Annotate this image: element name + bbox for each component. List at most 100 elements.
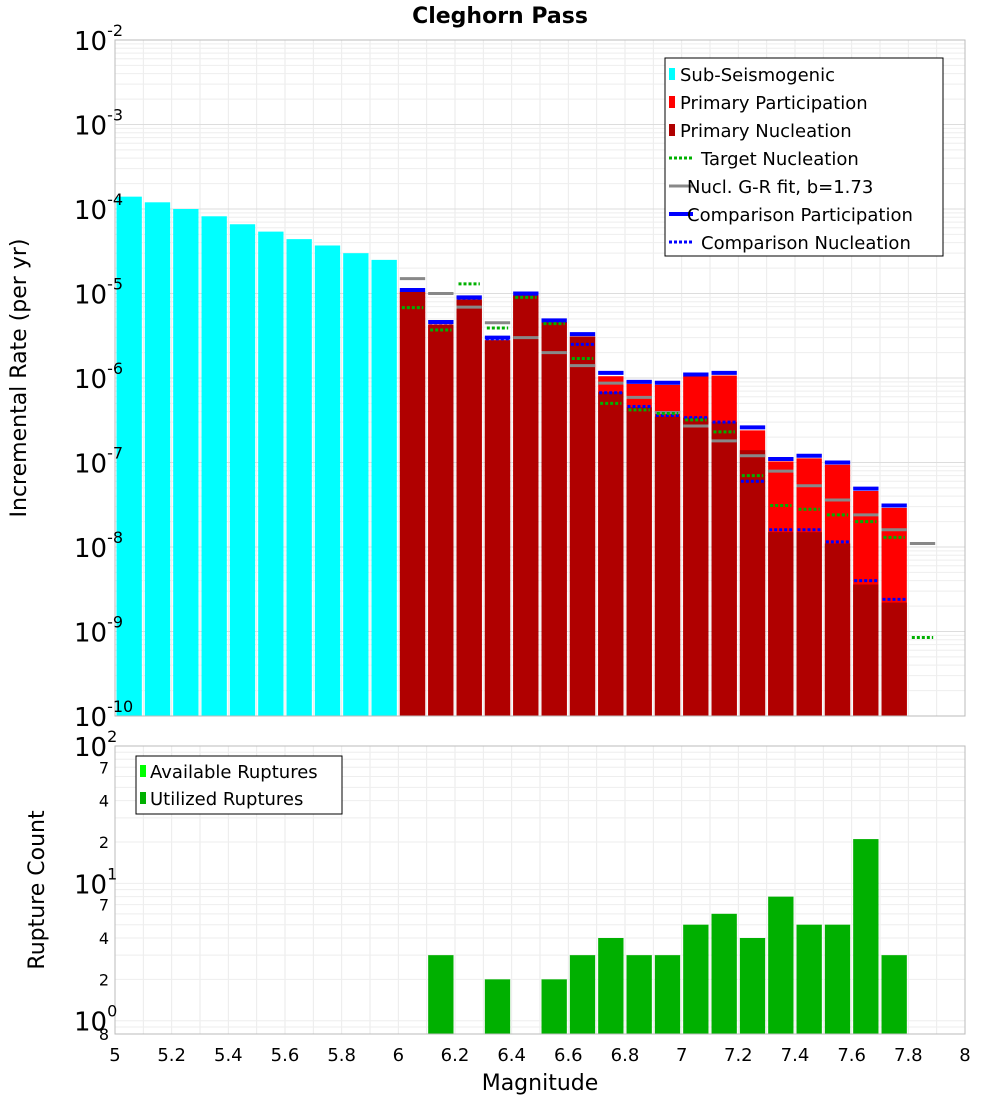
count-legend-label: Utilized Ruptures <box>150 789 303 810</box>
primary-nucleation-bar <box>683 417 709 716</box>
utilized-ruptures-bar <box>739 938 766 1034</box>
rate-y-tick-label: 10-5 <box>74 275 123 311</box>
utilized-ruptures-bar <box>654 955 681 1034</box>
count-y-minor-tick-label: 7 <box>99 758 109 777</box>
rate-legend-swatch <box>669 96 675 108</box>
rate-legend-label: Primary Nucleation <box>680 121 852 142</box>
x-tick-label: 6.2 <box>441 1045 470 1066</box>
count-y-tick-label: 100 <box>74 1002 117 1038</box>
utilized-ruptures-bar <box>428 955 454 1034</box>
primary-nucleation-bar <box>513 295 539 716</box>
rate-legend-label: Primary Participation <box>680 93 868 114</box>
x-tick-label: 5.8 <box>327 1045 356 1066</box>
rate-legend-label: Sub-Seismogenic <box>680 65 835 86</box>
primary-nucleation-bar <box>853 584 879 716</box>
count-plot-border <box>114 745 966 1035</box>
sub-seismogenic-bar <box>144 202 171 716</box>
primary-nucleation-bar <box>796 532 822 716</box>
primary-nucleation-bar <box>456 299 482 716</box>
x-tick-label: 6.6 <box>554 1045 583 1066</box>
rate-y-tick-label: 10-3 <box>74 106 123 142</box>
count-y-minor-tick-label: 2 <box>99 833 109 852</box>
x-tick-label: 5.4 <box>214 1045 243 1066</box>
utilized-ruptures-bar <box>768 896 794 1034</box>
primary-nucleation-bar <box>739 450 766 716</box>
rate-y-tick-label: 10-2 <box>74 21 123 57</box>
x-tick-label: 6 <box>393 1045 404 1066</box>
x-tick-label: 7.8 <box>894 1045 923 1066</box>
x-tick-label: 5 <box>109 1045 120 1066</box>
rate-y-tick-label: 10-8 <box>74 528 123 564</box>
primary-nucleation-bar <box>768 532 794 716</box>
sub-seismogenic-bar <box>229 224 256 716</box>
count-y-tick-label: 102 <box>74 727 117 763</box>
primary-nucleation-bar <box>824 543 851 716</box>
utilized-ruptures-bar <box>853 839 879 1034</box>
primary-nucleation-bar <box>598 392 624 716</box>
utilized-ruptures-bar <box>484 979 511 1034</box>
sub-seismogenic-bar <box>116 196 142 717</box>
rate-y-tick-label: 10-9 <box>74 613 123 649</box>
x-tick-label: 7 <box>676 1045 687 1066</box>
rate-legend-label: Target Nucleation <box>700 149 859 170</box>
count-y-tick-label: 101 <box>74 864 117 900</box>
primary-nucleation-bar <box>399 291 426 716</box>
count-legend-box <box>135 755 343 815</box>
count-legend-swatch <box>140 765 146 777</box>
sub-seismogenic-bar <box>258 231 284 716</box>
sub-seismogenic-bar <box>343 253 369 716</box>
x-tick-label: 5.6 <box>271 1045 300 1066</box>
sub-seismogenic-bar <box>286 239 312 717</box>
primary-nucleation-bar <box>569 336 596 716</box>
utilized-ruptures-bar <box>711 913 737 1034</box>
rate-legend-box <box>664 57 944 257</box>
sub-seismogenic-bar <box>371 259 397 716</box>
sub-seismogenic-bar <box>201 216 227 717</box>
sub-seismogenic-bar <box>173 209 199 716</box>
x-tick-label: 7.4 <box>781 1045 810 1066</box>
sub-seismogenic-bar <box>314 245 341 717</box>
utilized-ruptures-bar <box>626 955 652 1034</box>
chart-title: Cleghorn Pass <box>412 4 588 29</box>
rate-legend-label: Comparison Nucleation <box>701 233 911 254</box>
utilized-ruptures-bar <box>569 955 596 1034</box>
rate-legend-swatch <box>669 68 675 80</box>
x-tick-label: 8 <box>959 1045 970 1066</box>
utilized-ruptures-bar <box>598 938 624 1034</box>
count-y-minor-tick-label: 4 <box>99 929 109 948</box>
count-y-minor-tick-label: 7 <box>99 896 109 915</box>
primary-nucleation-bar <box>484 340 511 716</box>
count-y-axis-label: Rupture Count <box>25 810 50 970</box>
rate-y-tick-label: 10-4 <box>74 190 123 226</box>
rate-y-tick-label: 10-10 <box>74 697 133 733</box>
rate-legend-label: Comparison Participation <box>687 205 913 226</box>
x-tick-label: 6.8 <box>611 1045 640 1066</box>
rate-y-tick-label: 10-7 <box>74 444 123 480</box>
rate-legend-swatch <box>669 124 675 136</box>
x-tick-label: 6.4 <box>497 1045 526 1066</box>
primary-nucleation-bar <box>711 422 737 716</box>
count-y-minor-tick-label: 8 <box>99 1025 109 1044</box>
primary-nucleation-bar <box>881 602 907 716</box>
utilized-ruptures-bar <box>541 979 567 1034</box>
utilized-ruptures-bar <box>683 924 709 1034</box>
x-tick-label: 7.2 <box>724 1045 753 1066</box>
x-tick-label: 5.2 <box>157 1045 186 1066</box>
rate-legend-label: Nucl. G-R fit, b=1.73 <box>687 177 873 198</box>
count-y-minor-tick-label: 2 <box>99 970 109 989</box>
rate-y-tick-label: 10-6 <box>74 359 123 395</box>
x-tick-label: 7.6 <box>837 1045 866 1066</box>
rate-plot-border <box>114 39 966 717</box>
count-legend-label: Available Ruptures <box>150 762 318 783</box>
utilized-ruptures-bar <box>796 924 822 1034</box>
x-axis-label: Magnitude <box>482 1071 599 1096</box>
count-legend-swatch <box>140 792 146 804</box>
primary-nucleation-bar <box>541 321 567 716</box>
primary-nucleation-bar <box>428 324 454 716</box>
count-y-minor-tick-label: 4 <box>99 792 109 811</box>
rate-y-axis-label: Incremental Rate (per yr) <box>7 239 32 518</box>
primary-nucleation-bar <box>626 407 652 716</box>
utilized-ruptures-bar <box>881 955 907 1034</box>
